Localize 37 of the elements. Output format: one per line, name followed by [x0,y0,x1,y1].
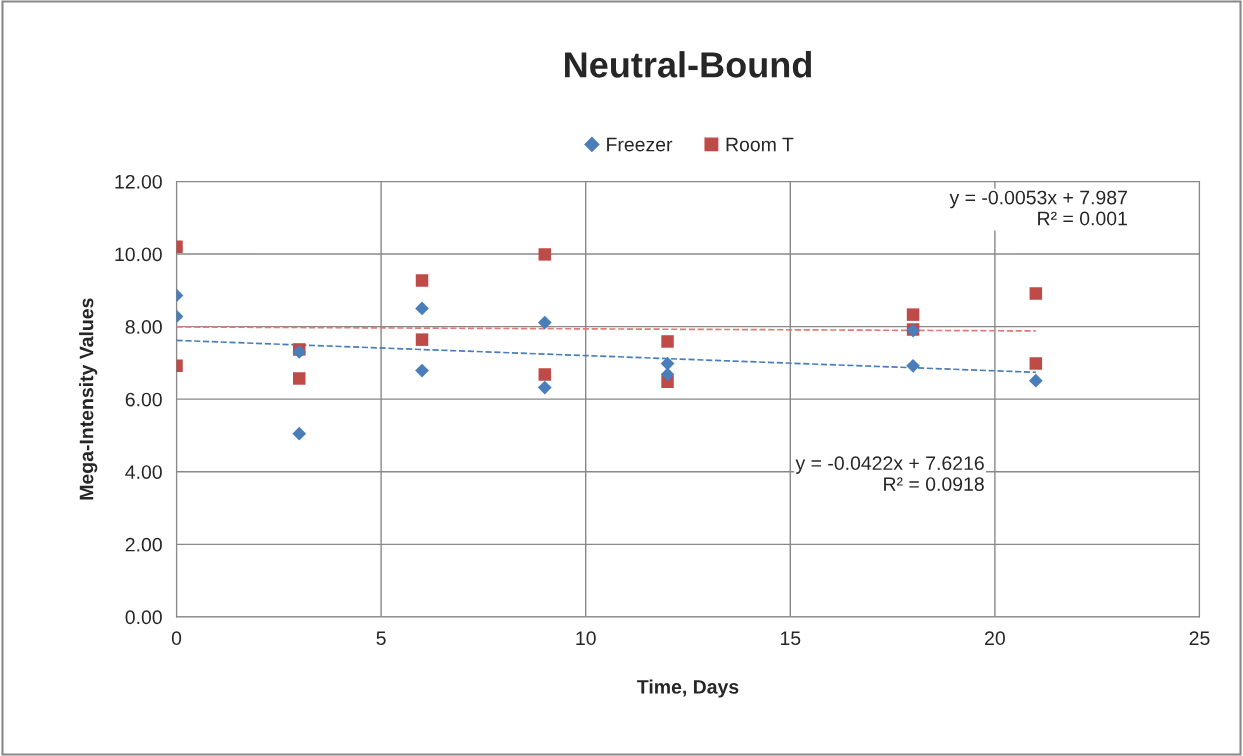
point [1029,287,1043,300]
x-axis-title: Time, Days [637,679,739,698]
y-tick-label: 4.00 [125,465,162,479]
x-tick-label: 5 [376,631,386,646]
y-tick-label: 2.00 [125,537,162,552]
point [415,274,429,287]
y-tick-label: 8.00 [125,320,162,334]
point [661,335,674,348]
point [415,301,429,316]
point [292,426,307,441]
annotation: y = -0.0422x + 7.6216 R² = 0.0918 [795,456,984,491]
legend-label: Room T [726,137,794,152]
point [538,248,552,261]
point [1029,357,1043,370]
point [537,380,552,395]
x-tick-label: 0 [171,631,182,646]
x-tick-label: 25 [1189,631,1210,646]
y-tick-label: 10.00 [115,247,162,262]
point [293,372,306,385]
point [906,358,920,373]
point [906,308,920,321]
legend-label: Freezer [607,137,673,152]
point [537,315,552,330]
point [538,368,552,381]
x-tick-label: 20 [985,631,1005,646]
y-tick-label: 0.00 [125,610,162,625]
point [415,363,429,378]
x-tick-label: 10 [576,631,596,646]
y-axis-title: Mega-Intensity Values [79,298,98,500]
annotation: y = -0.0053x + 7.987 R² = 0.001 [949,190,1127,226]
point [415,333,429,346]
y-tick-label: 12.00 [115,174,162,189]
point [660,356,675,371]
chart-title: Neutral-Bound [565,51,812,78]
x-tick-label: 15 [780,631,801,646]
point [1028,373,1043,388]
y-tick-label: 6.00 [125,392,162,407]
